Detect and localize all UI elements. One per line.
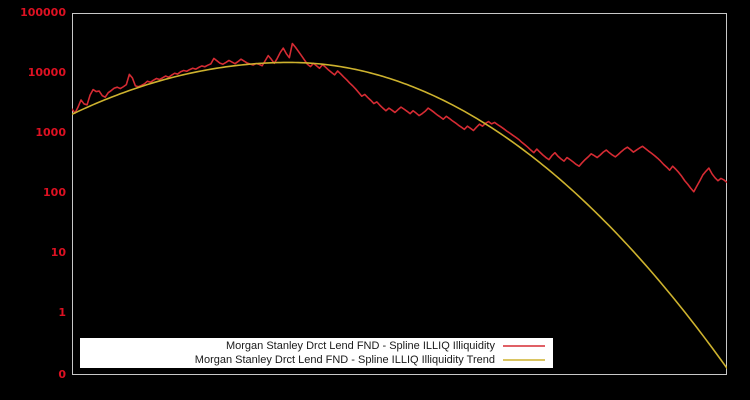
y-tick-label-100000: 100000 [20, 6, 66, 19]
y-tick-label-1000: 1000 [35, 126, 66, 139]
legend-background [80, 338, 553, 368]
y-tick-label-10: 10 [51, 246, 67, 259]
plot-frame [72, 13, 727, 375]
series-line-illiquidity-trend [72, 61, 727, 370]
legend-label-0: Morgan Stanley Drct Lend FND - Spline IL… [226, 340, 496, 352]
chart-legend[interactable]: Morgan Stanley Drct Lend FND - Spline IL… [80, 338, 553, 368]
legend-label-1: Morgan Stanley Drct Lend FND - Spline IL… [195, 354, 495, 366]
y-tick-label-1: 1 [58, 306, 66, 319]
y-tick-label-100: 100 [43, 186, 66, 199]
series-line-illiquidity [72, 42, 727, 193]
series-lines [72, 42, 727, 370]
y-tick-label-0: 0 [58, 368, 66, 381]
y-tick-label-10000: 10000 [28, 66, 67, 79]
